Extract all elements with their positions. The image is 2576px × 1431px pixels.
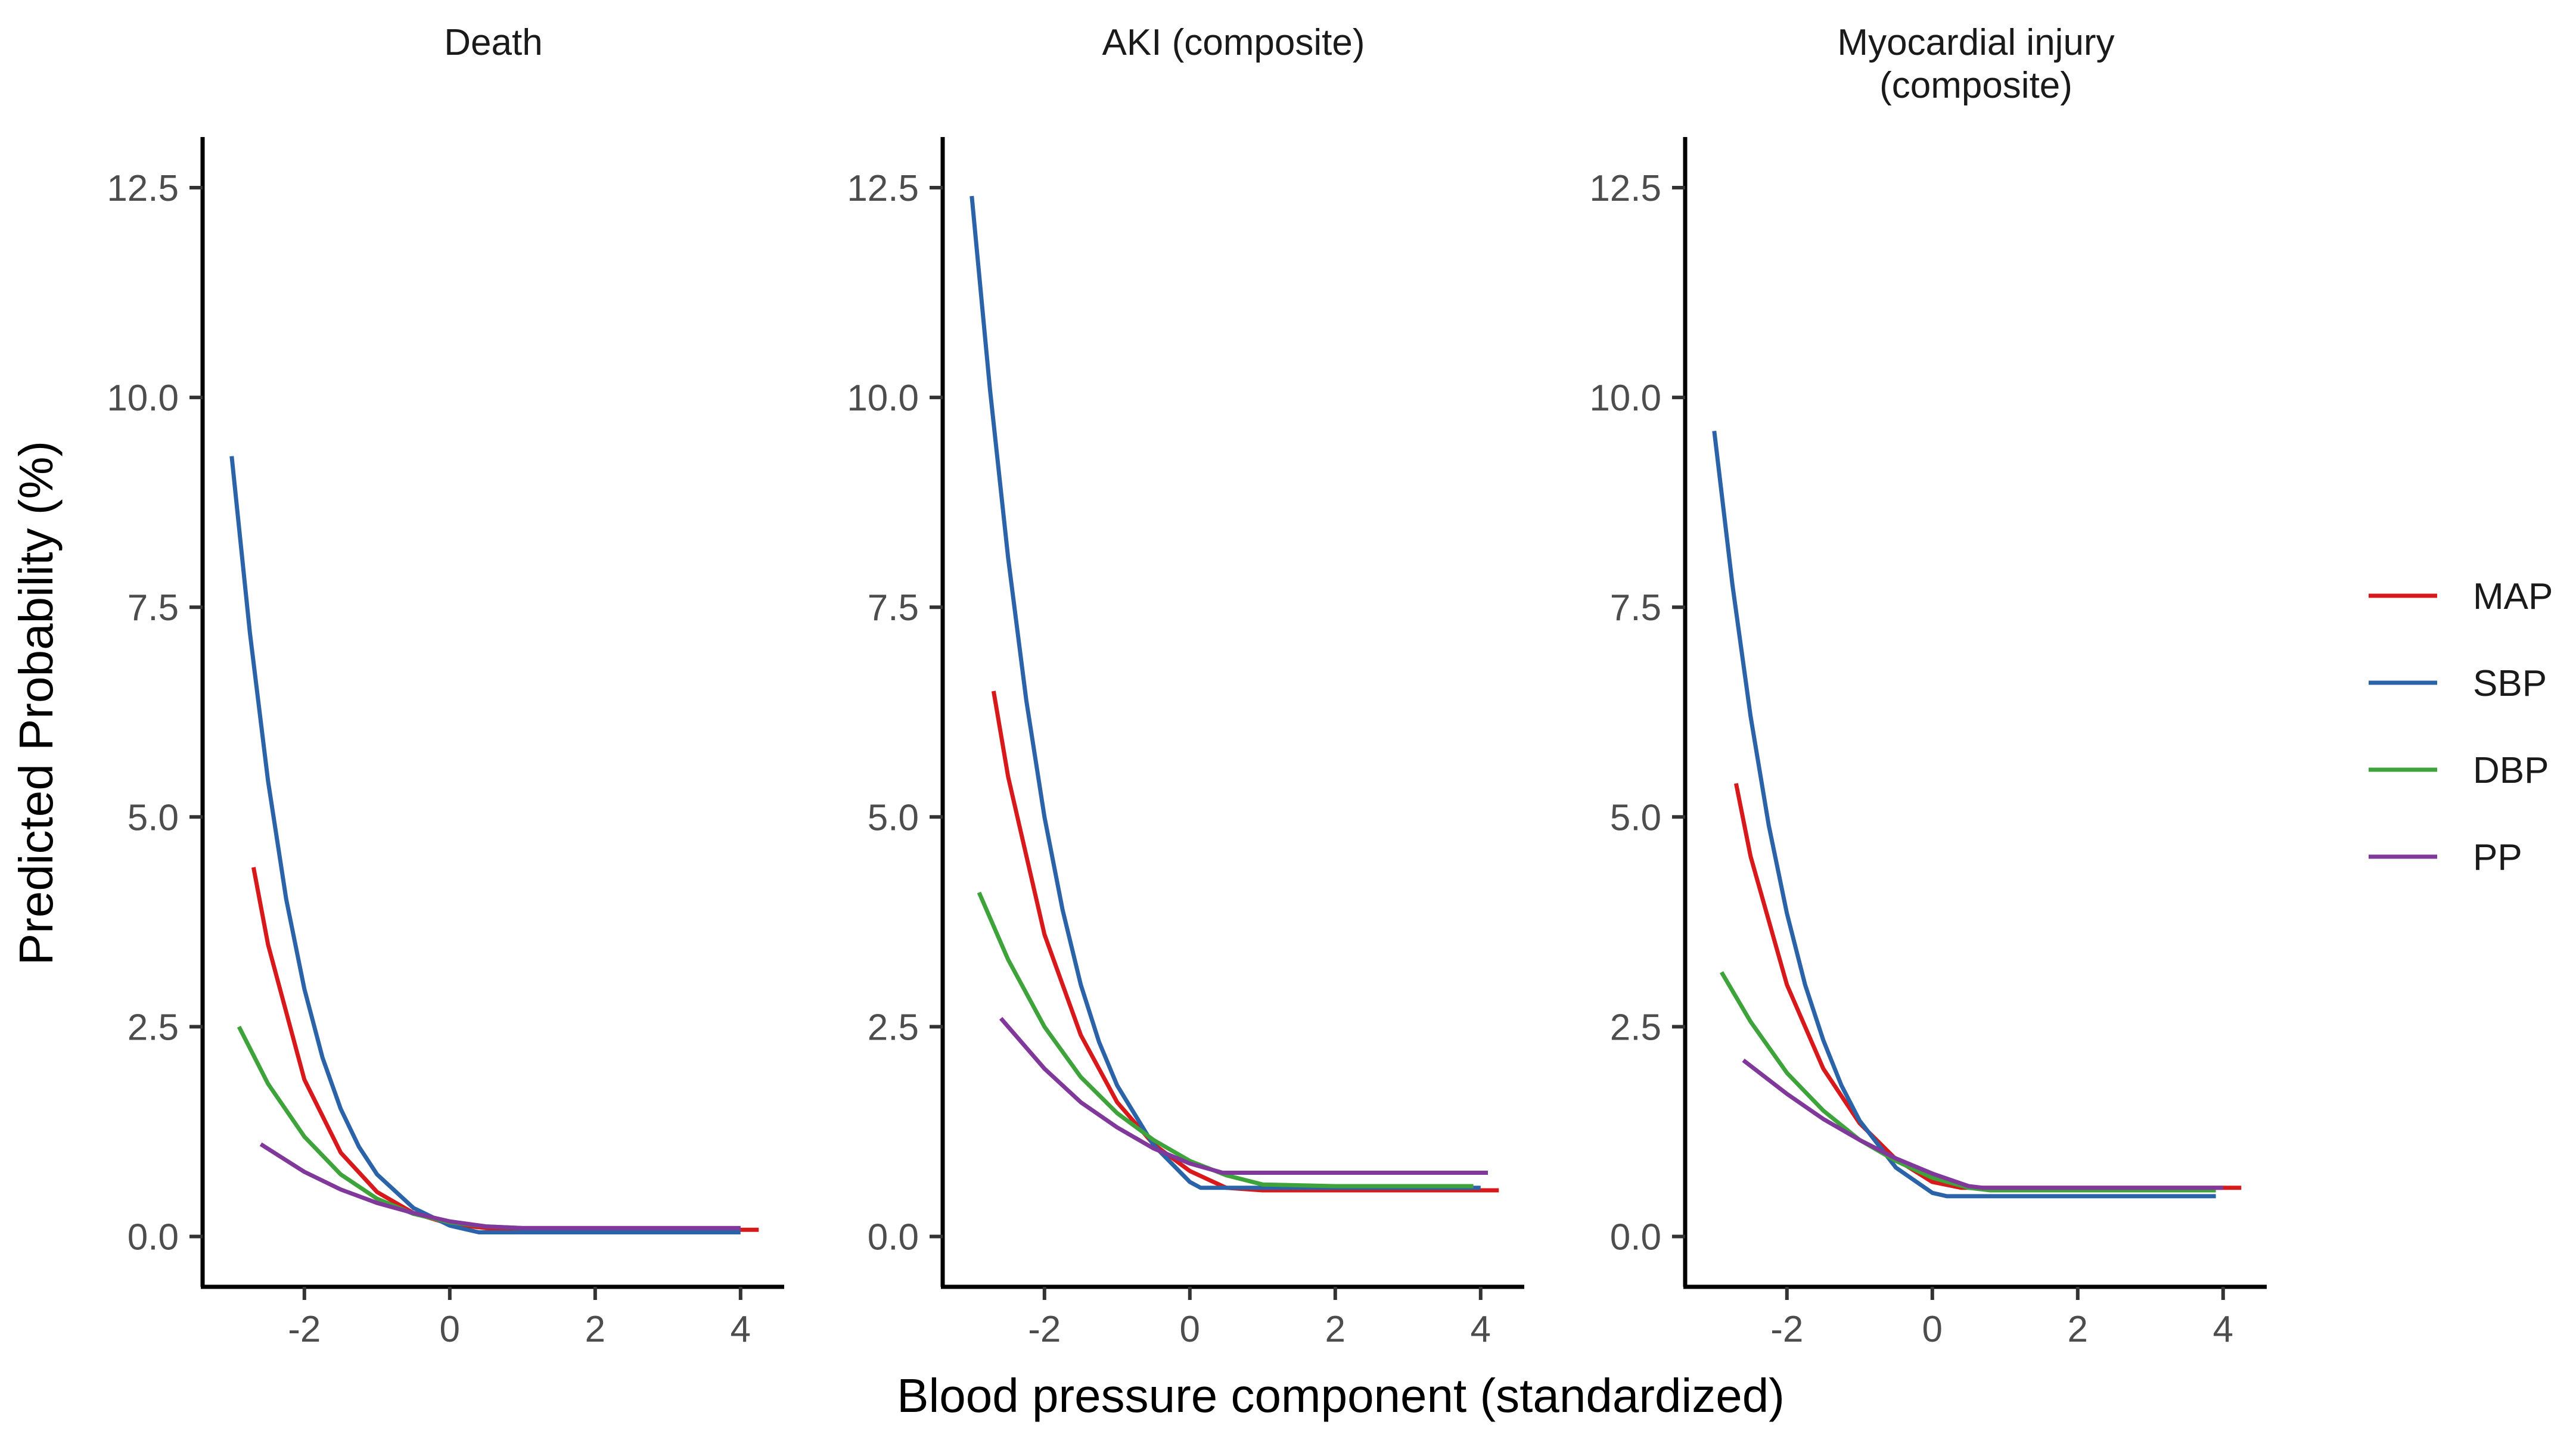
legend: MAP SBP DBP PP xyxy=(2369,576,2553,878)
x-tick-label: 0 xyxy=(1180,1309,1200,1350)
x-tick-label: 0 xyxy=(1922,1309,1943,1350)
x-tick-label: -2 xyxy=(1028,1309,1061,1350)
y-tick-label: 5.0 xyxy=(128,797,179,838)
x-tick-label: 2 xyxy=(1325,1309,1346,1350)
series-line-dbp xyxy=(977,891,1474,1189)
x-tick-label: 2 xyxy=(2068,1309,2088,1350)
series-line-sbp xyxy=(1712,430,2216,1199)
x-tick-label: 4 xyxy=(2213,1309,2233,1350)
y-tick-label: 7.5 xyxy=(868,587,919,629)
series-line-map xyxy=(991,690,1499,1193)
y-tick-label: 12.5 xyxy=(107,168,179,209)
y-tick-label: 7.5 xyxy=(128,587,179,629)
panel-2: AKI (composite) 0.0 2.5 5.0 7.5 10.0 12.5 -2 0 2 4 xyxy=(847,22,1524,1350)
legend-label-dbp: DBP xyxy=(2473,750,2549,791)
y-tick-label: 12.5 xyxy=(1589,168,1661,209)
series-line-sbp xyxy=(970,195,1481,1190)
panel-title: Death xyxy=(444,22,542,63)
series-line-pp xyxy=(259,1142,741,1230)
legend-label-pp: PP xyxy=(2473,837,2522,878)
panel-1: Death 0.0 2.5 5.0 7.5 10.0 12.5 -2 0 2 4 xyxy=(107,22,784,1350)
series-line-pp xyxy=(1742,1058,2223,1190)
x-tick-label: 0 xyxy=(440,1309,460,1350)
y-tick-label: 2.5 xyxy=(128,1007,179,1048)
series-line-dbp xyxy=(1719,971,2216,1193)
x-tick-label: -2 xyxy=(1770,1309,1803,1350)
y-tick-label: 10.0 xyxy=(107,378,179,419)
panel-3: Myocardial injury(composite) 0.0 2.5 5.0 7.5… xyxy=(1589,22,2267,1350)
panel-title: AKI (composite) xyxy=(1102,22,1365,63)
x-tick-label: 2 xyxy=(585,1309,605,1350)
x-tick-label: 4 xyxy=(731,1309,751,1350)
y-tick-label: 0.0 xyxy=(868,1217,919,1258)
panel-title: Myocardial injury xyxy=(1837,22,2114,63)
y-tick-label: 2.5 xyxy=(1610,1007,1661,1048)
y-tick-label: 0.0 xyxy=(128,1217,179,1258)
series-line-sbp xyxy=(229,456,741,1234)
y-tick-label: 2.5 xyxy=(868,1007,919,1048)
y-tick-label: 0.0 xyxy=(1610,1217,1661,1258)
series-line-pp xyxy=(999,1017,1488,1175)
legend-label-map: MAP xyxy=(2473,576,2553,617)
legend-label-sbp: SBP xyxy=(2473,663,2547,704)
x-tick-label: 4 xyxy=(1471,1309,1491,1350)
y-tick-label: 10.0 xyxy=(1589,378,1661,419)
x-axis-title: Blood pressure component (standardized) xyxy=(897,1369,1785,1422)
y-tick-label: 10.0 xyxy=(847,378,919,419)
y-tick-label: 5.0 xyxy=(868,797,919,838)
y-tick-label: 5.0 xyxy=(1610,797,1661,838)
y-tick-label: 12.5 xyxy=(847,168,919,209)
x-tick-label: -2 xyxy=(288,1309,321,1350)
y-axis-title: Predicted Probability (%) xyxy=(10,441,63,965)
panel-title: (composite) xyxy=(1879,65,2072,106)
y-tick-label: 7.5 xyxy=(1610,587,1661,629)
